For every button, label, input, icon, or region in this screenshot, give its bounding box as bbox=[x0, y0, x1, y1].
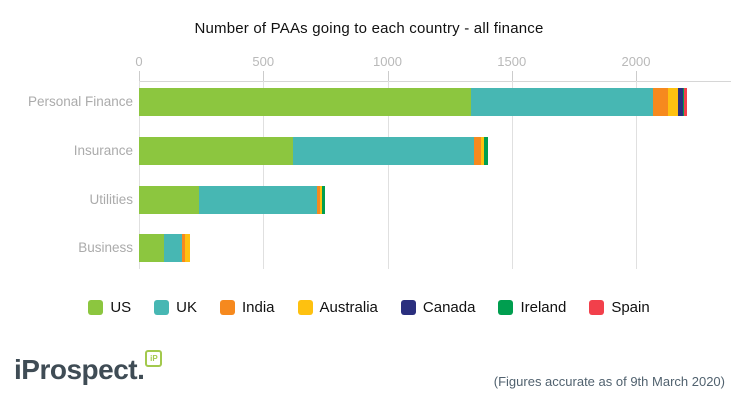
legend-item-uk: UK bbox=[154, 299, 197, 316]
bar-segment-india bbox=[182, 234, 185, 263]
legend: US UK India Australia Canada Ireland Spain bbox=[0, 299, 738, 316]
category-label: Business bbox=[78, 240, 133, 256]
legend-label: India bbox=[242, 299, 275, 316]
x-axis-tick-mark bbox=[636, 71, 637, 81]
gridline bbox=[387, 81, 389, 269]
bar-segment-uk bbox=[163, 234, 183, 263]
bar-segment-spain bbox=[684, 88, 687, 116]
bar-segment-us bbox=[139, 185, 199, 214]
iprospect-logo-mark-icon: iP bbox=[145, 350, 163, 367]
iprospect-logo: iProspect. iP bbox=[14, 350, 163, 386]
category-label: Insurance bbox=[73, 142, 133, 158]
stacked-bar bbox=[139, 88, 687, 116]
legend-label: Spain bbox=[611, 299, 650, 316]
legend-label: Ireland bbox=[520, 299, 567, 316]
bar-segment-ireland bbox=[321, 185, 325, 214]
legend-swatch-icon bbox=[220, 300, 235, 315]
chart-title: Number of PAAs going to each country - a… bbox=[194, 20, 544, 37]
footnote: (Figures accurate as of 9th March 2020) bbox=[493, 374, 725, 389]
bar-segment-uk bbox=[470, 88, 654, 116]
legend-item-india: India bbox=[220, 299, 275, 316]
x-axis-tick-label: 500 bbox=[252, 54, 275, 69]
x-axis-line bbox=[139, 81, 731, 82]
legend-swatch-icon bbox=[88, 300, 104, 315]
x-axis-tick-mark bbox=[387, 71, 389, 81]
legend-item-ireland: Ireland bbox=[498, 299, 566, 316]
gridline bbox=[263, 81, 265, 269]
gridline bbox=[511, 81, 513, 269]
x-axis-tick-label: 0 bbox=[135, 54, 143, 69]
category-label: Utilities bbox=[89, 191, 133, 207]
bar-segment-uk bbox=[198, 185, 317, 214]
x-axis-tick-mark bbox=[511, 71, 513, 81]
legend-item-canada: Canada bbox=[400, 299, 476, 316]
bar-segment-us bbox=[139, 88, 471, 116]
bar-segment-india bbox=[474, 136, 481, 165]
x-axis-tick-label: 2000 bbox=[621, 54, 651, 69]
x-axis-tick-label: 1000 bbox=[373, 54, 402, 69]
legend-item-spain: Spain bbox=[589, 299, 650, 316]
iprospect-logo-text: iProspect. bbox=[14, 354, 145, 385]
category-label: Personal Finance bbox=[27, 94, 133, 109]
stacked-bar bbox=[139, 234, 191, 263]
legend-swatch-icon bbox=[400, 300, 416, 315]
x-axis-tick-mark bbox=[139, 71, 140, 81]
x-axis-tick-label: 1500 bbox=[497, 54, 527, 69]
x-axis-tick-mark bbox=[263, 71, 265, 81]
bar-segment-ireland bbox=[484, 136, 489, 165]
legend-label: UK bbox=[176, 299, 197, 316]
bar-segment-us bbox=[139, 234, 164, 263]
stacked-bar bbox=[139, 185, 325, 214]
bar-segment-australia bbox=[668, 88, 679, 116]
bar-segment-india bbox=[653, 88, 669, 116]
legend-swatch-icon bbox=[154, 300, 170, 315]
bar-segment-uk bbox=[293, 136, 475, 165]
legend-item-australia: Australia bbox=[297, 299, 378, 316]
legend-label: US bbox=[110, 299, 132, 316]
bar-segment-us bbox=[139, 136, 294, 165]
legend-label: Australia bbox=[319, 299, 378, 316]
legend-swatch-icon bbox=[498, 300, 514, 315]
legend-swatch-icon bbox=[589, 300, 605, 315]
bar-segment-ireland bbox=[683, 88, 685, 116]
bar-segment-australia bbox=[320, 185, 322, 214]
bar-segment-india bbox=[316, 185, 321, 214]
stacked-bar bbox=[139, 136, 489, 165]
legend-label: Canada bbox=[422, 299, 476, 316]
gridline bbox=[636, 81, 637, 269]
bar-segment-canada bbox=[678, 88, 684, 116]
gridline bbox=[139, 81, 140, 269]
bar-segment-australia bbox=[184, 234, 191, 263]
bar-segment-australia bbox=[480, 136, 485, 165]
legend-swatch-icon bbox=[297, 300, 313, 315]
legend-item-us: US bbox=[88, 299, 131, 316]
